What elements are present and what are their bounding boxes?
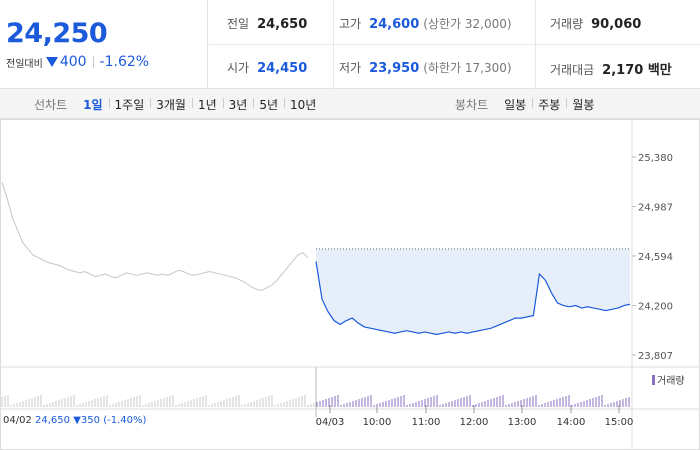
y-tick-label: 24,594	[638, 252, 673, 263]
x-tick-label: 11:00	[412, 417, 441, 428]
line-chart-tabs: 선차트 1일 1주일 3개월 1년 3년 5년 10년	[34, 89, 322, 119]
stat-prev-close: 전일 24,650	[227, 15, 307, 32]
tab-3m[interactable]: 3개월	[150, 96, 192, 113]
tab-daily[interactable]: 일봉	[504, 97, 527, 112]
y-tick-label: 24,987	[638, 202, 673, 213]
prev-day-close: 24,650	[35, 415, 71, 426]
x-tick-label: 15:00	[605, 417, 634, 428]
stat-open: 시가 24,450	[227, 59, 307, 76]
change-percent: -1.62%	[99, 54, 150, 70]
prev-day-change: 350	[80, 415, 100, 426]
stat-label: 저가	[339, 61, 362, 75]
tab-1w[interactable]: 1주일	[108, 96, 151, 113]
tab-weekly[interactable]: 주봉	[532, 96, 566, 113]
stat-label: 시가	[227, 61, 250, 75]
stat-label: 고가	[339, 17, 362, 31]
stat-value: 24,650	[257, 17, 308, 32]
stat-value: 24,450	[257, 61, 308, 76]
prev-day-info: 04/02 24,650 ▼350 (-1.40%)	[3, 415, 146, 426]
x-tick-label: 13:00	[508, 417, 537, 428]
y-tick-label: 25,380	[638, 153, 673, 164]
volume-swatch	[652, 374, 655, 385]
tab-1y[interactable]: 1년	[191, 96, 223, 113]
tab-monthly[interactable]: 월봉	[566, 96, 600, 113]
stat-label: 거래량	[550, 17, 584, 31]
y-tick-label: 23,807	[638, 351, 673, 362]
volume-legend: 거래량	[652, 372, 685, 387]
price-summary: 24,250 전일대비 400 -1.62%	[0, 0, 208, 89]
change-value: 400	[59, 54, 87, 70]
prev-day-date: 04/02	[3, 415, 32, 426]
stat-low: 저가 23,950 (하한가 17,300)	[339, 59, 512, 76]
tab-10y[interactable]: 10년	[284, 96, 322, 113]
stat-volume: 거래량 90,060	[550, 15, 641, 32]
down-arrow-icon: ▼	[73, 415, 81, 426]
stats-grid: 전일 24,650 고가 24,600 (상한가 32,000) 거래량 90,…	[209, 0, 700, 89]
tab-5y[interactable]: 5년	[253, 96, 284, 113]
change-label: 전일대비	[6, 58, 43, 70]
prev-day-line	[1, 182, 309, 291]
quote-header: 24,250 전일대비 400 -1.62% 전일 24,650 고가 24,6…	[0, 0, 700, 89]
x-tick-label: 12:00	[460, 417, 489, 428]
chart-tab-bar: 선차트 1일 1주일 3개월 1년 3년 5년 10년 봉차트 일봉 주봉 월봉	[0, 89, 700, 119]
y-tick-label: 24,200	[638, 302, 673, 313]
stat-upper-limit: (상한가 32,000)	[423, 17, 512, 31]
today-price-line	[315, 261, 631, 336]
x-tick-label: 14:00	[557, 417, 586, 428]
change-row: 전일대비 400 -1.62%	[6, 54, 149, 70]
x-tick-label: 04/03	[316, 417, 345, 428]
divider	[92, 56, 94, 68]
prev-day-change-pct: (-1.40%)	[103, 415, 147, 426]
candle-chart-label: 봉차트	[455, 97, 489, 112]
tab-1d[interactable]: 1일	[83, 97, 103, 112]
stat-high: 고가 24,600 (상한가 32,000)	[339, 15, 512, 32]
down-arrow-icon	[45, 57, 58, 67]
stat-label: 거래대금	[550, 63, 595, 77]
divider	[209, 44, 700, 45]
current-price: 24,250	[6, 18, 108, 49]
chart-canvas: 25,380 24,987 24,594 24,200 23,807 04/03 10:00…	[0, 119, 700, 450]
stat-value: 2,170 백만	[602, 63, 672, 78]
line-chart-label: 선차트	[34, 97, 68, 112]
candle-chart-tabs: 봉차트 일봉 주봉 월봉	[455, 89, 600, 119]
volume-legend-label: 거래량	[657, 376, 685, 387]
tab-3y[interactable]: 3년	[222, 96, 254, 113]
stat-turnover: 거래대금 2,170 백만	[550, 59, 672, 78]
stat-label: 전일	[227, 17, 250, 31]
stat-lower-limit: (하한가 17,300)	[423, 61, 512, 75]
today-area	[316, 248, 630, 335]
x-tick-label: 10:00	[363, 417, 392, 428]
stat-value: 24,600	[369, 17, 420, 32]
stat-value: 90,060	[591, 17, 642, 32]
stat-value: 23,950	[369, 61, 420, 76]
intraday-chart: 25,380 24,987 24,594 24,200 23,807 04/03 10:00…	[0, 119, 700, 450]
